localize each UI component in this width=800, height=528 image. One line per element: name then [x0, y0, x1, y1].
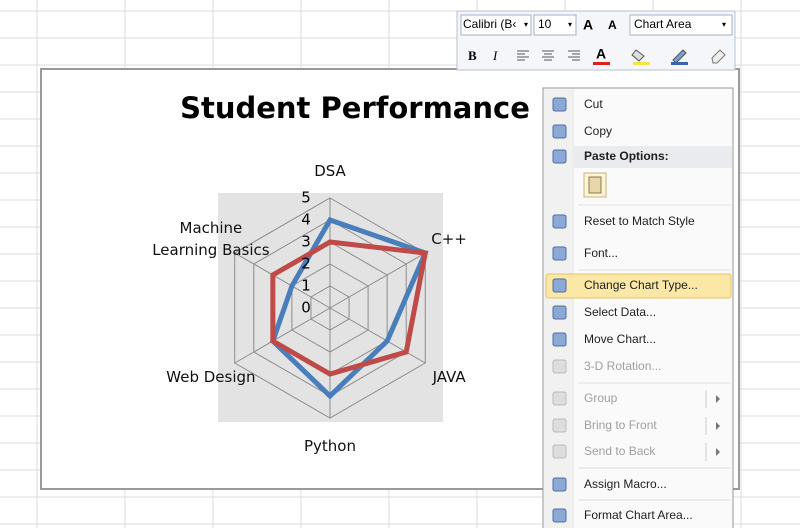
menu-item: Group: [584, 391, 618, 405]
font-box[interactable]: [460, 14, 532, 36]
fill-button[interactable]: [631, 49, 645, 62]
submenu-arrow: [716, 395, 720, 403]
dropdown-arrow: ▾: [568, 20, 572, 29]
menu-item: Bring to Front: [584, 418, 657, 432]
category-label: Machine Learning Basics: [152, 219, 270, 260]
menu-item[interactable]: Font...: [584, 246, 618, 260]
menu-icon: [552, 359, 567, 374]
bold-button[interactable]: B: [468, 48, 477, 63]
category-label: Python: [304, 436, 356, 455]
mini-toolbar: Calibri (B‹ ▾ 10 ▾ A A Chart Area ▾ B I …: [456, 10, 736, 71]
category-label: DSA: [314, 161, 346, 180]
menu-icon: [552, 246, 567, 261]
italic-button[interactable]: I: [492, 48, 498, 63]
r-tick-label: 5: [301, 189, 311, 207]
menu-item[interactable]: Reset to Match Style: [584, 214, 695, 228]
menu-header-band: [574, 146, 732, 168]
menu-item: Send to Back: [584, 444, 656, 458]
element-box[interactable]: [629, 14, 733, 36]
menu-item[interactable]: Copy: [584, 124, 612, 138]
shrink-font[interactable]: A: [608, 18, 617, 32]
submenu-arrow: [716, 448, 720, 456]
font-clip: Calibri (B‹: [463, 17, 516, 31]
font-color-swatch: [593, 62, 610, 65]
font-color[interactable]: A: [596, 46, 606, 62]
series-line: [270, 239, 429, 377]
menu-item[interactable]: Move Chart...: [584, 332, 656, 346]
menu-icon: [552, 508, 567, 523]
grow-font[interactable]: A: [583, 17, 593, 33]
spoke: [234, 252, 331, 309]
font-name: Calibri (B‹: [463, 17, 516, 31]
size-box[interactable]: [533, 14, 577, 36]
menu-item[interactable]: Change Chart Type...: [584, 278, 698, 292]
menu-item[interactable]: Assign Macro...: [584, 477, 667, 491]
element-name: Chart Area: [634, 17, 692, 31]
menu-icon: [552, 391, 567, 406]
menu-icon: [552, 477, 567, 492]
align-buttons[interactable]: [517, 50, 580, 61]
radar: 0 1 2 3 4 5: [234, 189, 429, 419]
r-tick-label: 2: [301, 255, 311, 273]
chart-title: Student Performance: [180, 91, 530, 125]
menu-icon: [552, 305, 567, 320]
format-painter[interactable]: [711, 49, 726, 64]
menu-item: 3-D Rotation...: [584, 359, 661, 373]
menu-item[interactable]: Cut: [584, 97, 603, 111]
spoke: [234, 307, 331, 364]
menu-icon: [552, 332, 567, 347]
menu-icon: [552, 124, 567, 139]
menu-icon: [552, 97, 567, 112]
menu-icon: [552, 444, 567, 459]
r-tick-label: 3: [301, 233, 311, 251]
r-tick-label: 4: [301, 211, 311, 229]
menu-item[interactable]: Paste Options:: [584, 149, 669, 163]
category-label: Web Design: [166, 367, 256, 386]
submenu-arrow: [716, 422, 720, 430]
dropdown-arrow: ▾: [524, 20, 528, 29]
category-label: C++: [431, 230, 467, 249]
menu-highlight: [545, 273, 732, 299]
menu-item[interactable]: Select Data...: [584, 305, 656, 319]
r-tick-label: 1: [301, 277, 311, 295]
menu-item[interactable]: Format Chart Area...: [584, 508, 693, 522]
font-size: 10: [538, 17, 552, 31]
r-tick-label: 0: [301, 299, 311, 317]
menu-icon: [552, 214, 567, 229]
dropdown-arrow: ▾: [722, 20, 726, 29]
context-menu: Cut Copy Paste Options: Reset to Match Styl…: [542, 87, 734, 528]
category-label: JAVA: [432, 367, 466, 386]
menu-icon: [552, 278, 567, 293]
spoke: [329, 307, 426, 364]
outline-swatch: [671, 62, 688, 65]
menu-icon: [552, 418, 567, 433]
fill-swatch: [633, 62, 650, 65]
clipboard-icon: [588, 176, 602, 194]
spoke: [329, 252, 426, 309]
menu-icon: [552, 149, 567, 164]
